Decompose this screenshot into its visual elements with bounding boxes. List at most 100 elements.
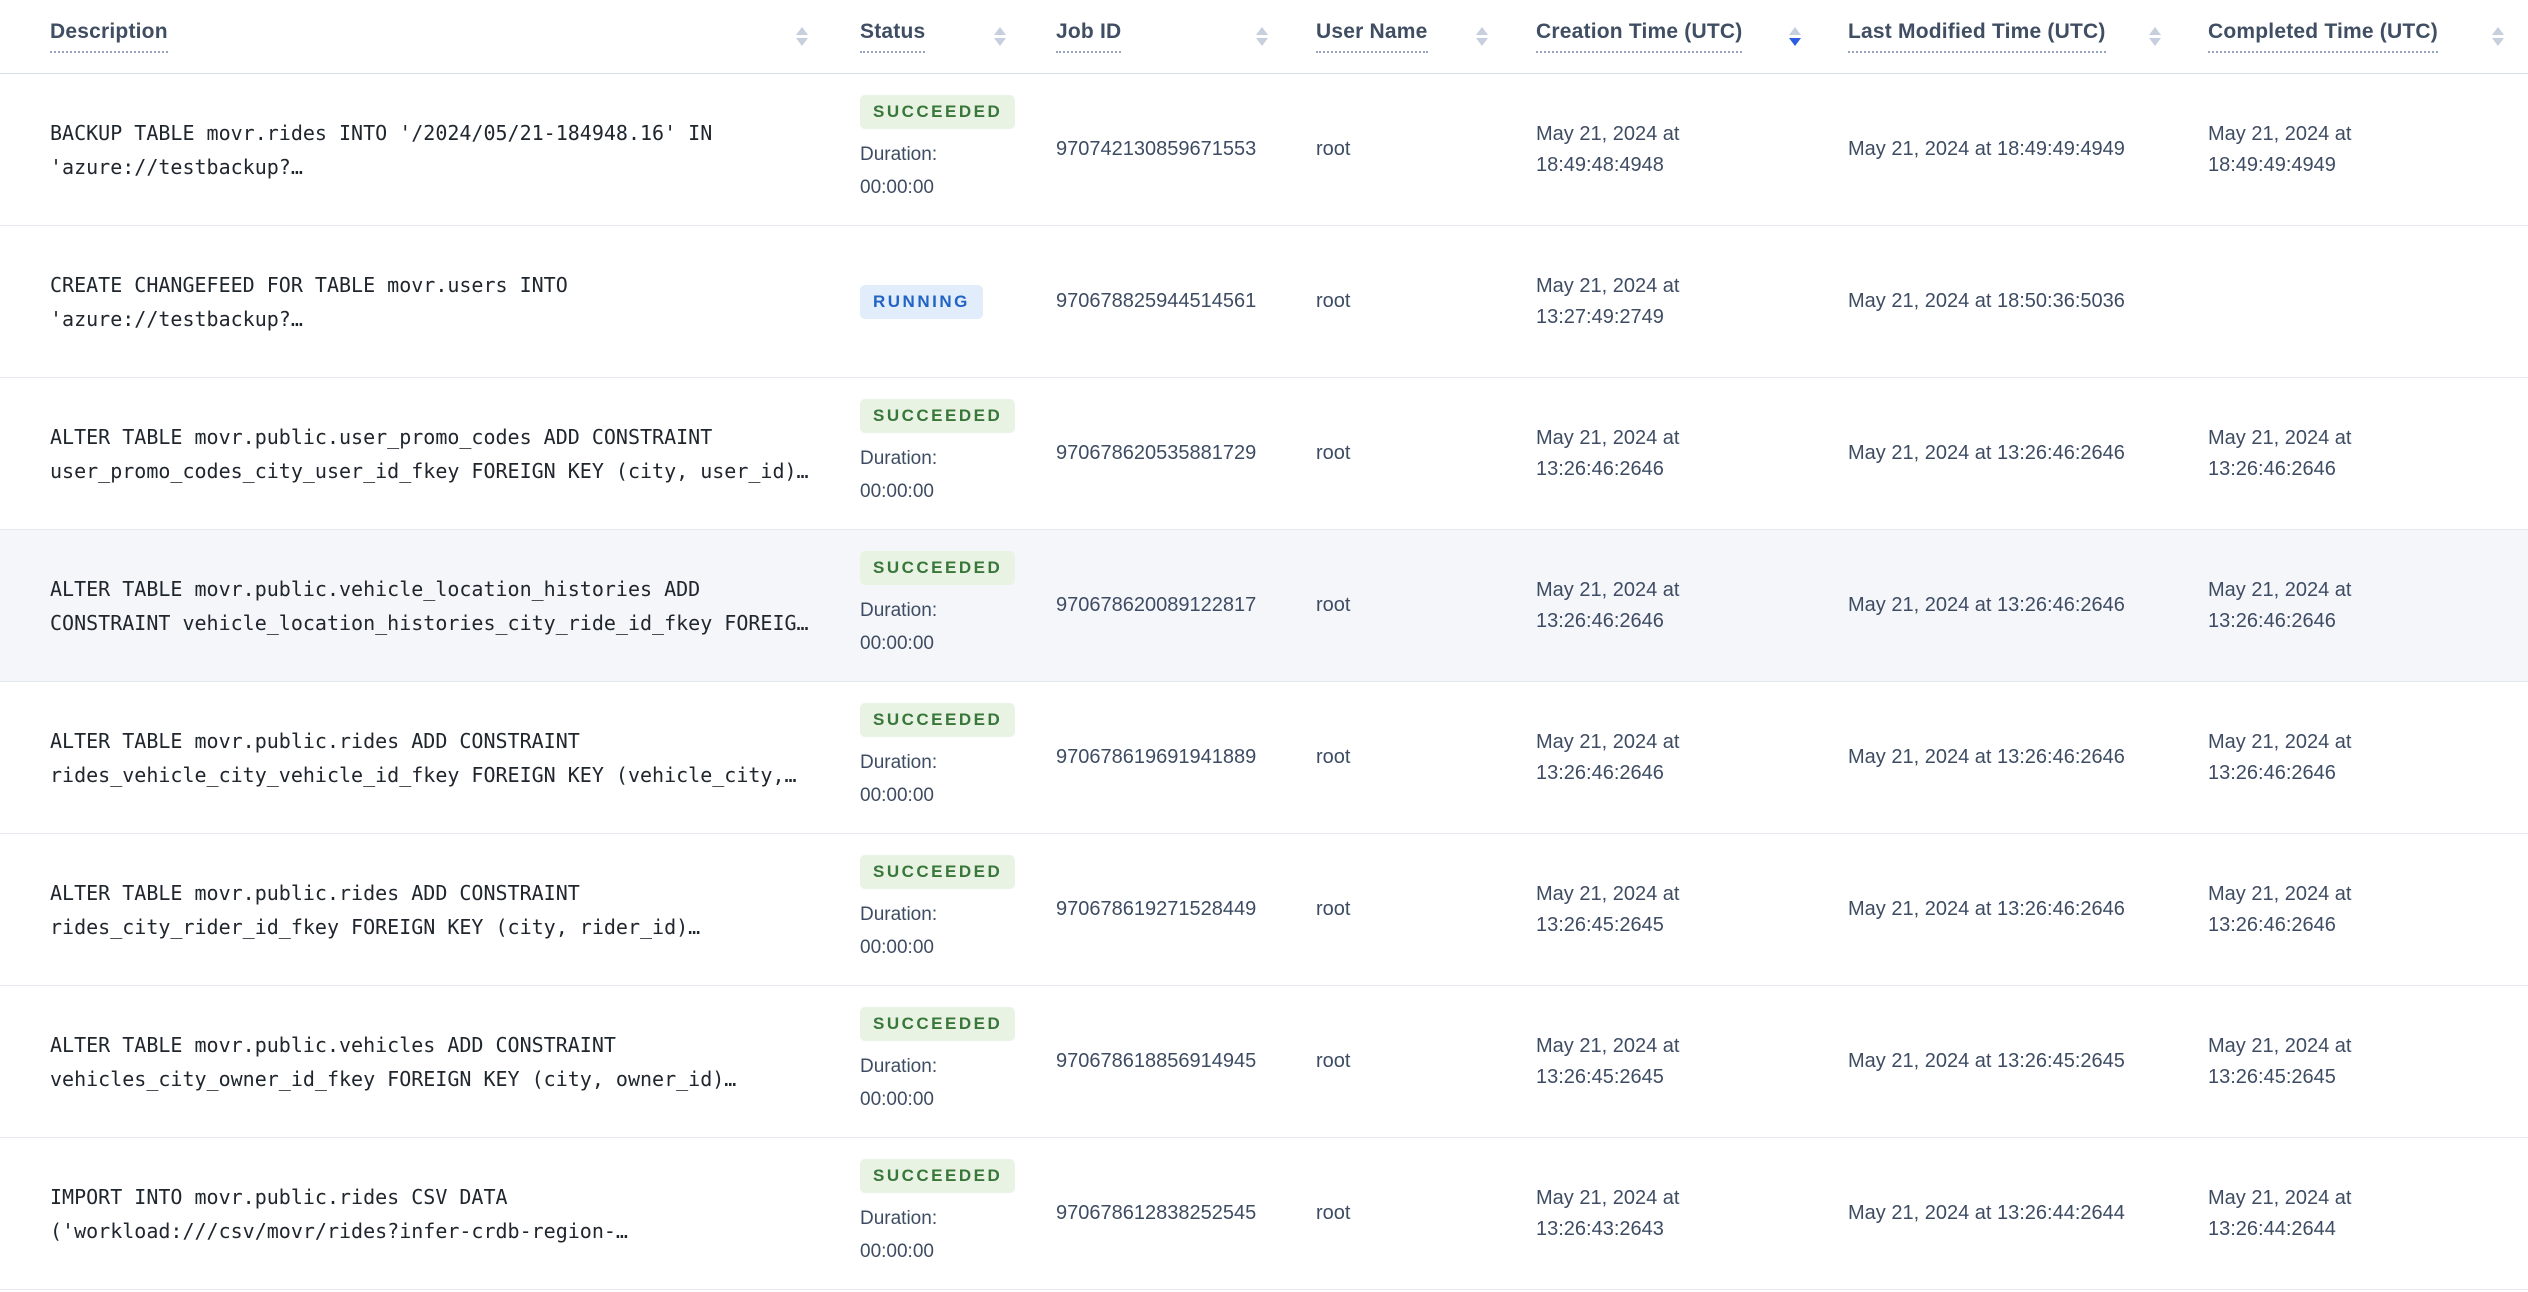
column-header-status[interactable]: Status	[850, 0, 1050, 73]
job-id: 970678620089122817	[1056, 594, 1257, 616]
user-name: root	[1316, 1050, 1351, 1072]
column-header-user-name[interactable]: User Name	[1310, 0, 1530, 73]
status-badge: SUCCEEDED	[860, 703, 1016, 737]
completed-time-cell: May 21, 2024 at 13:26:45:2645	[2205, 1031, 2528, 1093]
duration-label: Duration:	[860, 600, 938, 621]
sort-desc-icon	[1789, 38, 1801, 46]
duration-label: Duration:	[860, 448, 938, 469]
table-row[interactable]: ALTER TABLE movr.public.rides ADD CONSTR…	[0, 682, 2528, 834]
completed-time-cell: May 21, 2024 at 13:26:46:2646	[2205, 575, 2528, 637]
column-label-job-id: Job ID	[1056, 20, 1122, 53]
last-modified-time-cell: May 21, 2024 at 13:26:45:2645	[1845, 1046, 2205, 1077]
duration-value: 00:00:00	[860, 937, 934, 958]
job-id-cell: 970742130859671553	[1050, 138, 1310, 161]
column-header-job-id[interactable]: Job ID	[1050, 0, 1310, 73]
job-id-cell: 970678612838252545	[1050, 1202, 1310, 1225]
job-id-cell: 970678825944514561	[1050, 290, 1310, 313]
completed-time-cell: May 21, 2024 at 18:49:49:4949	[2205, 119, 2528, 181]
job-description: ALTER TABLE movr.public.rides ADD CONSTR…	[50, 728, 797, 787]
user-name-cell: root	[1310, 442, 1530, 465]
user-name: root	[1316, 138, 1351, 160]
status-cell: SUCCEEDED Duration: 00:00:00	[850, 855, 1050, 964]
last-modified-time: May 21, 2024 at 18:50:36:5036	[1848, 290, 2125, 312]
job-id-cell: 970678619691941889	[1050, 746, 1310, 769]
table-row[interactable]: ALTER TABLE movr.public.user_promo_codes…	[0, 378, 2528, 530]
duration-label: Duration:	[860, 752, 938, 773]
sort-asc-icon	[796, 27, 808, 35]
duration-value: 00:00:00	[860, 633, 934, 654]
status-stack: SUCCEEDED Duration: 00:00:00	[860, 1007, 1050, 1116]
jobs-table-header: Description Status Job ID User Name	[0, 0, 2528, 74]
sort-icon	[2149, 27, 2161, 46]
sort-desc-icon	[1476, 38, 1488, 46]
last-modified-time: May 21, 2024 at 13:26:44:2644	[1848, 1202, 2125, 1224]
description-cell: BACKUP TABLE movr.rides INTO '/2024/05/2…	[0, 116, 850, 184]
sort-asc-icon	[1476, 27, 1488, 35]
user-name: root	[1316, 594, 1351, 616]
user-name-cell: root	[1310, 898, 1530, 921]
table-row[interactable]: IMPORT INTO movr.public.rides CSV DATA (…	[0, 1138, 2528, 1290]
status-cell: SUCCEEDED Duration: 00:00:00	[850, 1159, 1050, 1268]
column-header-last-modified-time[interactable]: Last Modified Time (UTC)	[1845, 0, 2205, 73]
creation-time-cell: May 21, 2024 at 13:26:46:2646	[1530, 423, 1845, 485]
completed-time: May 21, 2024 at 13:26:46:2646	[2208, 882, 2352, 936]
creation-time-cell: May 21, 2024 at 18:49:48:4948	[1530, 119, 1845, 181]
user-name: root	[1316, 290, 1351, 312]
column-header-completed-time[interactable]: Completed Time (UTC)	[2205, 0, 2528, 73]
table-row[interactable]: ALTER TABLE movr.public.vehicle_location…	[0, 530, 2528, 682]
sort-desc-icon	[2492, 38, 2504, 46]
sort-desc-icon	[2149, 38, 2161, 46]
description-cell: ALTER TABLE movr.public.rides ADD CONSTR…	[0, 876, 850, 944]
sort-asc-icon	[2149, 27, 2161, 35]
table-row[interactable]: ALTER TABLE movr.public.vehicles ADD CON…	[0, 986, 2528, 1138]
table-row[interactable]: CREATE CHANGEFEED FOR TABLE movr.users I…	[0, 226, 2528, 378]
status-cell: SUCCEEDED Duration: 00:00:00	[850, 703, 1050, 812]
status-stack: SUCCEEDED Duration: 00:00:00	[860, 551, 1050, 660]
user-name-cell: root	[1310, 1050, 1530, 1073]
sort-icon	[1789, 27, 1801, 46]
status-cell: RUNNING	[850, 284, 1050, 319]
sort-icon	[1256, 27, 1268, 46]
duration-label: Duration:	[860, 144, 938, 165]
duration-value: 00:00:00	[860, 481, 934, 502]
status-badge: SUCCEEDED	[860, 95, 1016, 129]
description-cell: ALTER TABLE movr.public.user_promo_codes…	[0, 420, 850, 488]
user-name: root	[1316, 898, 1351, 920]
table-row[interactable]: ALTER TABLE movr.public.rides ADD CONSTR…	[0, 834, 2528, 986]
last-modified-time: May 21, 2024 at 13:26:46:2646	[1848, 746, 2125, 768]
status-cell: SUCCEEDED Duration: 00:00:00	[850, 1007, 1050, 1116]
creation-time-cell: May 21, 2024 at 13:27:49:2749	[1530, 271, 1845, 333]
column-label-last-modified-time: Last Modified Time (UTC)	[1848, 20, 2106, 53]
last-modified-time-cell: May 21, 2024 at 13:26:44:2644	[1845, 1198, 2205, 1229]
sort-asc-icon	[994, 27, 1006, 35]
status-badge: SUCCEEDED	[860, 551, 1016, 585]
completed-time-cell: May 21, 2024 at 13:26:46:2646	[2205, 727, 2528, 789]
job-id-cell: 970678618856914945	[1050, 1050, 1310, 1073]
status-stack: SUCCEEDED Duration: 00:00:00	[860, 399, 1050, 508]
job-id-cell: 970678620535881729	[1050, 442, 1310, 465]
sort-desc-icon	[1256, 38, 1268, 46]
job-id: 970678825944514561	[1056, 290, 1257, 312]
last-modified-time: May 21, 2024 at 13:26:45:2645	[1848, 1050, 2125, 1072]
column-header-creation-time[interactable]: Creation Time (UTC)	[1530, 0, 1845, 73]
sort-asc-icon	[1789, 27, 1801, 35]
table-row[interactable]: BACKUP TABLE movr.rides INTO '/2024/05/2…	[0, 74, 2528, 226]
completed-time-cell: May 21, 2024 at 13:26:44:2644	[2205, 1183, 2528, 1245]
column-label-description: Description	[50, 20, 168, 53]
sort-icon	[796, 27, 808, 46]
status-badge: RUNNING	[860, 284, 983, 319]
duration-value: 00:00:00	[860, 785, 934, 806]
completed-time: May 21, 2024 at 13:26:45:2645	[2208, 1034, 2352, 1088]
creation-time-cell: May 21, 2024 at 13:26:45:2645	[1530, 879, 1845, 941]
status-stack: SUCCEEDED Duration: 00:00:00	[860, 855, 1050, 964]
status-stack: SUCCEEDED Duration: 00:00:00	[860, 95, 1050, 204]
user-name: root	[1316, 442, 1351, 464]
status-cell: SUCCEEDED Duration: 00:00:00	[850, 95, 1050, 204]
creation-time: May 21, 2024 at 13:26:46:2646	[1536, 426, 1680, 480]
status-badge: SUCCEEDED	[860, 399, 1016, 433]
completed-time: May 21, 2024 at 13:26:44:2644	[2208, 1186, 2352, 1240]
column-label-completed-time: Completed Time (UTC)	[2208, 20, 2438, 53]
job-id: 970678612838252545	[1056, 1202, 1257, 1224]
column-header-description[interactable]: Description	[0, 0, 850, 73]
